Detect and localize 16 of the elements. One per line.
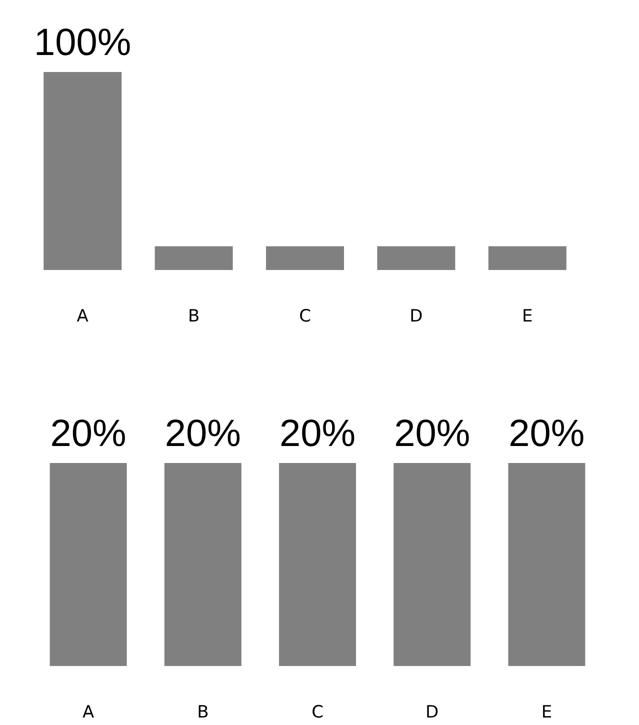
data-label: 100% — [34, 22, 132, 64]
x-tick-label: E — [541, 702, 552, 722]
x-tick-label: A — [82, 702, 94, 722]
x-tick-label: B — [188, 306, 200, 326]
x-tick-label: B — [197, 702, 209, 722]
data-label: 20% — [50, 413, 126, 455]
x-tick-label: A — [76, 306, 89, 326]
data-label: 20% — [279, 413, 356, 455]
x-tick-label: D — [410, 306, 423, 326]
data-label: 20% — [508, 413, 585, 455]
x-tick-label: E — [522, 306, 533, 326]
data-label: 20% — [394, 413, 470, 455]
x-tick-label: C — [312, 702, 324, 722]
data-label: 20% — [164, 413, 241, 455]
x-tick-label: D — [426, 702, 439, 722]
x-tick-label: C — [299, 306, 311, 326]
